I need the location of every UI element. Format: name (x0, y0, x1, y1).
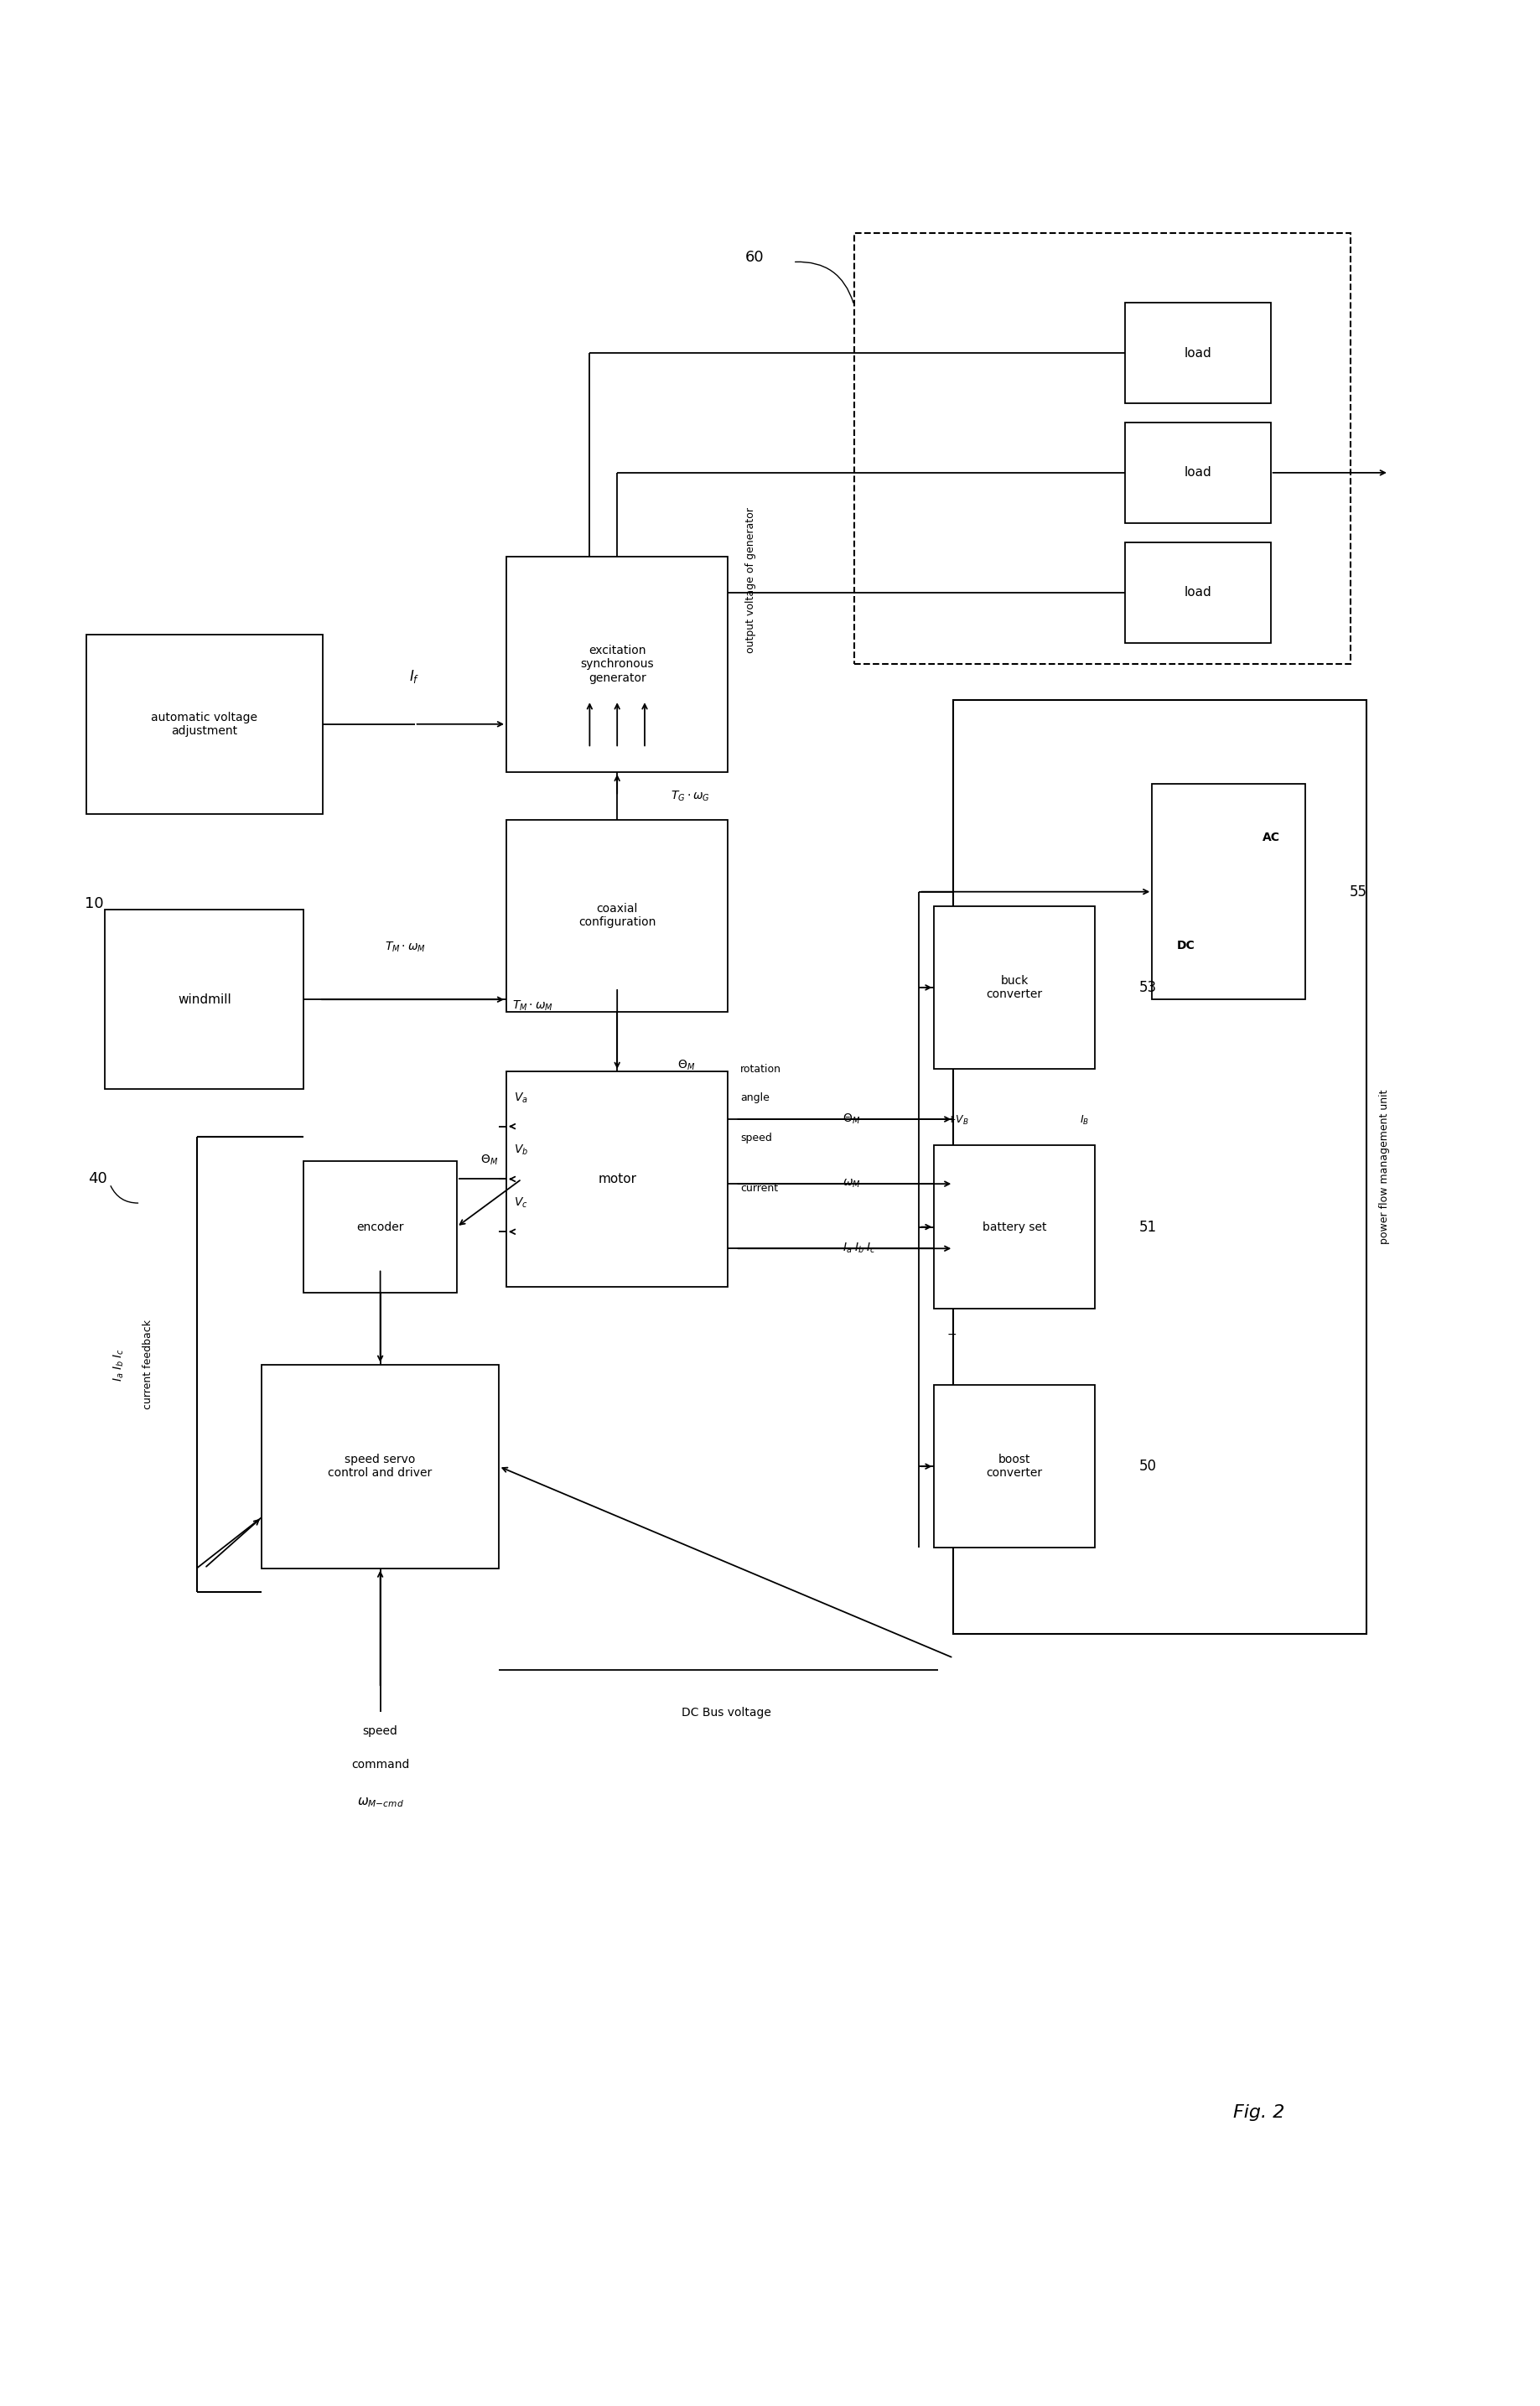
Bar (1126, 423, 1270, 522)
Text: $\omega_M$: $\omega_M$ (842, 1179, 861, 1191)
Text: current feedback: current feedback (143, 1321, 154, 1410)
Text: 51: 51 (1140, 1220, 1157, 1234)
Text: DC: DC (1177, 941, 1195, 950)
Bar (507, 556, 728, 772)
Text: coaxial
configuration: coaxial configuration (579, 902, 656, 929)
Text: $V_b$: $V_b$ (514, 1143, 528, 1157)
Text: $I_a\;I_b\;I_c$: $I_a\;I_b\;I_c$ (112, 1347, 126, 1381)
Text: rotation: rotation (741, 1063, 781, 1075)
Text: load: load (1184, 587, 1212, 599)
Bar (105, 909, 303, 1090)
Text: encoder: encoder (357, 1222, 403, 1232)
Text: speed: speed (741, 1133, 772, 1143)
Text: speed servo
control and driver: speed servo control and driver (328, 1453, 433, 1480)
Text: 53: 53 (1140, 979, 1157, 996)
Text: battery set: battery set (983, 1222, 1047, 1232)
Text: DC Bus voltage: DC Bus voltage (681, 1708, 772, 1718)
Text: $-$: $-$ (947, 1328, 956, 1340)
Text: $\Theta_M$: $\Theta_M$ (842, 1112, 861, 1126)
Bar (507, 820, 728, 1011)
Text: excitation
synchronous
generator: excitation synchronous generator (581, 645, 654, 683)
Text: $V_c$: $V_c$ (514, 1196, 528, 1210)
Text: load: load (1184, 346, 1212, 358)
Text: $I_a\;I_b\;I_c$: $I_a\;I_b\;I_c$ (842, 1241, 876, 1256)
Bar (262, 1364, 499, 1569)
Text: Fig. 2: Fig. 2 (1234, 2105, 1284, 2122)
Text: automatic voltage
adjustment: automatic voltage adjustment (151, 712, 257, 736)
Text: 10: 10 (85, 895, 103, 912)
Text: $I_f$: $I_f$ (410, 669, 420, 686)
Text: 40: 40 (88, 1172, 108, 1186)
Bar (86, 635, 323, 813)
Text: $\Theta_M$: $\Theta_M$ (678, 1059, 695, 1073)
Bar (1152, 784, 1304, 998)
Bar (303, 1162, 457, 1292)
Text: output voltage of generator: output voltage of generator (745, 508, 756, 654)
Text: $\Theta_M$: $\Theta_M$ (480, 1152, 497, 1167)
Text: 50: 50 (1140, 1458, 1157, 1475)
Text: command: command (351, 1759, 410, 1771)
Text: $+V_B$: $+V_B$ (947, 1114, 969, 1126)
Bar (1126, 303, 1270, 404)
Text: buck
converter: buck converter (987, 974, 1043, 1001)
Text: load: load (1184, 467, 1212, 479)
Text: boost
converter: boost converter (987, 1453, 1043, 1480)
Text: 55: 55 (1349, 883, 1368, 900)
Bar (935, 1386, 1095, 1547)
Text: $V_a$: $V_a$ (514, 1090, 528, 1104)
Text: $T_M \cdot \omega_M$: $T_M \cdot \omega_M$ (385, 941, 425, 953)
Text: AC: AC (1263, 832, 1280, 845)
Bar (507, 1071, 728, 1287)
Text: windmill: windmill (177, 994, 231, 1006)
Text: angle: angle (741, 1092, 770, 1102)
Text: $\omega_{M\mathrm{-}cmd}$: $\omega_{M\mathrm{-}cmd}$ (357, 1797, 403, 1809)
Bar (935, 907, 1095, 1068)
Bar (953, 700, 1366, 1634)
Text: motor: motor (598, 1172, 636, 1186)
Bar (1126, 541, 1270, 642)
Text: 60: 60 (745, 250, 764, 265)
Bar (935, 1145, 1095, 1309)
Text: $T_M \cdot \omega_M$: $T_M \cdot \omega_M$ (513, 998, 553, 1013)
Text: power flow management unit: power flow management unit (1378, 1090, 1389, 1244)
Text: speed: speed (363, 1725, 397, 1737)
Text: current: current (741, 1184, 778, 1193)
Text: $I_B$: $I_B$ (1080, 1114, 1089, 1126)
Text: $T_G \cdot \omega_G$: $T_G \cdot \omega_G$ (671, 789, 710, 804)
Bar (855, 233, 1351, 664)
